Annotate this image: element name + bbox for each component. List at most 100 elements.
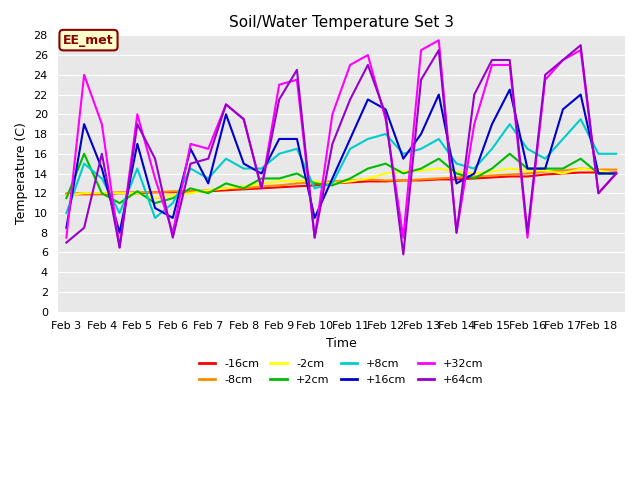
+2cm [311,180,319,186]
-2cm [452,168,460,174]
-16cm [222,187,230,193]
-2cm [63,192,70,198]
+64cm [187,161,195,167]
-16cm [524,174,531,180]
-8cm [417,177,425,182]
+32cm [311,235,319,240]
+32cm [204,146,212,152]
-16cm [311,182,319,188]
+32cm [612,170,620,176]
+32cm [328,111,336,117]
-8cm [328,179,336,184]
+2cm [134,188,141,194]
-2cm [488,168,496,174]
+16cm [577,92,584,97]
-16cm [612,169,620,175]
+32cm [541,77,549,83]
+32cm [258,185,266,191]
-16cm [204,188,212,194]
+2cm [488,166,496,171]
+64cm [311,235,319,240]
+16cm [80,121,88,127]
+8cm [204,176,212,181]
+2cm [222,180,230,186]
+16cm [240,161,248,167]
Title: Soil/Water Temperature Set 3: Soil/Water Temperature Set 3 [228,15,454,30]
+8cm [169,200,177,206]
+8cm [98,176,106,181]
-16cm [595,169,602,175]
+64cm [151,156,159,162]
+64cm [328,141,336,147]
+2cm [151,200,159,206]
+16cm [328,176,336,181]
+8cm [452,161,460,167]
+64cm [222,102,230,108]
-16cm [169,190,177,195]
+8cm [151,215,159,221]
+2cm [417,166,425,171]
+8cm [346,146,354,152]
X-axis label: Time: Time [326,337,356,350]
-2cm [612,170,620,176]
+32cm [452,230,460,236]
-8cm [98,191,106,196]
+32cm [63,235,70,240]
-2cm [577,166,584,171]
+8cm [364,136,372,142]
Line: +64cm: +64cm [67,45,616,254]
-2cm [595,168,602,173]
+8cm [275,151,283,156]
+32cm [116,245,124,251]
-2cm [222,185,230,191]
+16cm [417,131,425,137]
-16cm [275,184,283,190]
+16cm [488,121,496,127]
-8cm [452,175,460,180]
+32cm [240,116,248,122]
+16cm [98,166,106,171]
+64cm [506,57,513,63]
-8cm [293,180,301,186]
+8cm [80,161,88,167]
+8cm [417,146,425,152]
+64cm [80,225,88,231]
+8cm [399,151,407,156]
+64cm [577,42,584,48]
+64cm [275,96,283,102]
-16cm [187,188,195,194]
+64cm [612,170,620,176]
-16cm [488,175,496,180]
-8cm [381,178,389,183]
+32cm [470,121,478,127]
+2cm [116,200,124,206]
-16cm [151,190,159,195]
-8cm [577,166,584,171]
-8cm [470,174,478,180]
-2cm [151,195,159,201]
-2cm [204,187,212,193]
+64cm [169,235,177,240]
+8cm [134,166,141,171]
+64cm [381,111,389,117]
+8cm [612,151,620,156]
+32cm [346,62,354,68]
-16cm [346,180,354,185]
-2cm [258,180,266,186]
+16cm [187,146,195,152]
-8cm [435,176,443,181]
-8cm [506,172,513,178]
+2cm [559,166,567,171]
+64cm [488,57,496,63]
+32cm [169,230,177,236]
Line: +32cm: +32cm [67,40,616,248]
-8cm [187,188,195,194]
-2cm [417,168,425,173]
+16cm [452,180,460,186]
+64cm [399,252,407,257]
+2cm [541,166,549,171]
-8cm [258,183,266,189]
-2cm [187,191,195,196]
Line: -2cm: -2cm [67,168,616,198]
+2cm [204,191,212,196]
